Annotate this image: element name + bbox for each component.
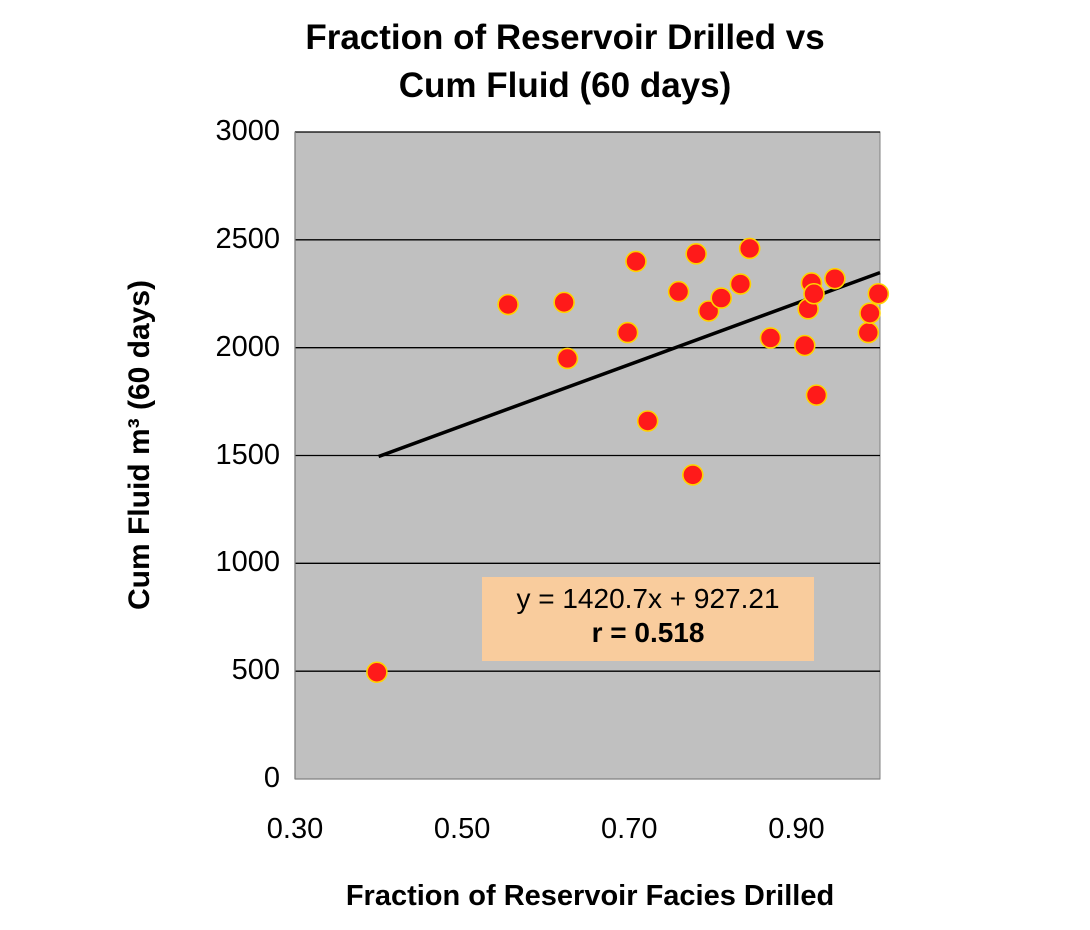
data-point-5	[625, 250, 647, 273]
data-point-18	[803, 282, 825, 305]
chart-title-line-1: Fraction of Reservoir Drilled vs	[305, 18, 825, 57]
data-point-2	[553, 291, 575, 314]
data-point-15	[793, 334, 816, 357]
trendline-equation: y = 1420.7x + 927.21	[516, 583, 780, 614]
data-point-11	[710, 287, 733, 309]
data-point-22	[859, 302, 881, 324]
y-tick-label-0: 0	[263, 762, 280, 794]
y-tick-label-5: 2500	[215, 222, 280, 255]
correlation-label: r = 0.518	[591, 617, 705, 648]
data-point-4	[616, 321, 639, 344]
y-tick-label-1: 500	[231, 654, 280, 687]
data-point-7	[667, 280, 690, 303]
data-point-21	[857, 321, 880, 344]
data-point-20	[824, 267, 846, 290]
data-point-19	[805, 384, 828, 406]
trendline	[377, 270, 881, 459]
data-point-1	[497, 293, 519, 316]
data-point-8	[681, 464, 704, 486]
x-tick-label-0: 0.30	[266, 813, 324, 845]
trendline-equation-box: y = 1420.7x + 927.21 r = 0.518	[482, 577, 814, 661]
data-point-23	[867, 282, 890, 305]
chart-title-line-2: Cum Fluid (60 days)	[398, 66, 732, 105]
x-tick-label-1: 0.50	[433, 813, 491, 845]
data-point-10	[697, 300, 720, 322]
data-point-6	[636, 410, 659, 432]
data-point-13	[738, 237, 761, 260]
y-tick-label-4: 2000	[215, 330, 280, 363]
x-tick-label-2: 0.70	[601, 813, 658, 845]
y-axis-label-text: Cum Fluid m³ (60 days)	[123, 279, 156, 611]
y-tick-label-3: 1500	[215, 438, 280, 471]
data-point-0	[366, 661, 388, 684]
y-tick-label-6: 3000	[215, 115, 280, 147]
data-point-3	[556, 347, 579, 370]
data-point-12	[729, 273, 752, 295]
x-tick-label-3: 0.90	[768, 813, 825, 845]
x-axis-label: Fraction of Reservoir Facies Drilled	[345, 880, 835, 912]
y-tick-label-2: 1000	[215, 546, 280, 579]
data-point-9	[685, 243, 707, 265]
data-point-14	[759, 327, 782, 349]
